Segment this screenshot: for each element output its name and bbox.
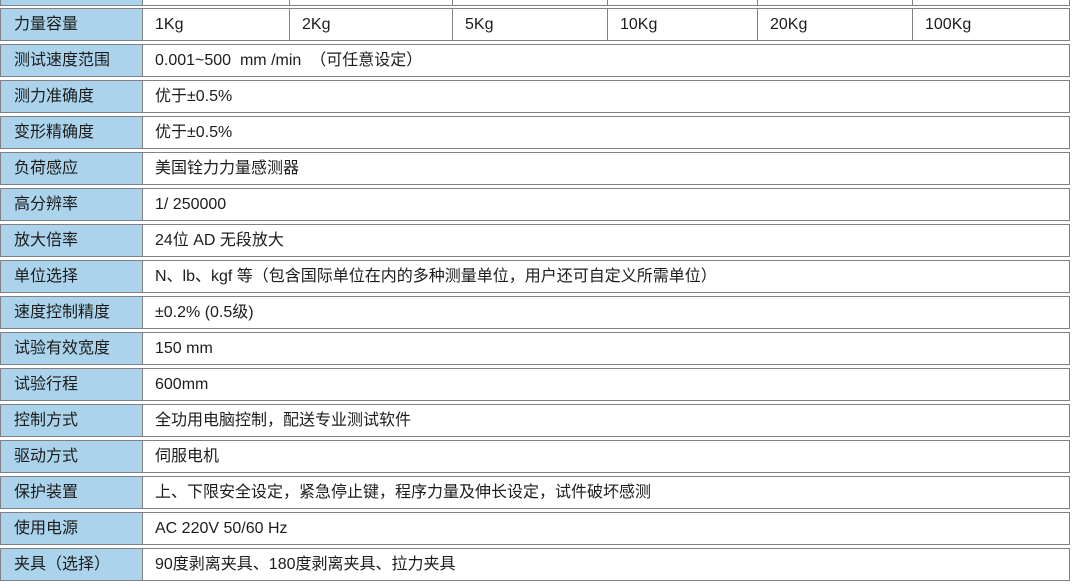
partial-cell: [912, 0, 1070, 6]
row-label: 试验有效宽度: [0, 332, 143, 365]
capacity-value: 20Kg: [757, 8, 913, 41]
partial-cell: [757, 0, 913, 6]
table-row: 测试速度范围 0.001~500 mm /min （可任意设定）: [0, 44, 1070, 77]
partial-label-cell: [0, 0, 143, 6]
row-value: 上、下限安全设定，紧急停止键，程序力量及伸长设定，试件破坏感测: [142, 476, 1070, 509]
capacity-value: 10Kg: [607, 8, 758, 41]
row-value: 24位 AD 无段放大: [142, 224, 1070, 257]
row-value: 伺服电机: [142, 440, 1070, 473]
row-label: 力量容量: [0, 8, 143, 41]
row-value: AC 220V 50/60 Hz: [142, 512, 1070, 545]
row-value: 150 mm: [142, 332, 1070, 365]
row-value: 90度剥离夹具、180度剥离夹具、拉力夹具: [142, 548, 1070, 581]
table-row: 负荷感应 美国铨力力量感测器: [0, 152, 1070, 185]
row-label: 放大倍率: [0, 224, 143, 257]
row-label: 保护装置: [0, 476, 143, 509]
table-row: 测力准确度 优于±0.5%: [0, 80, 1070, 113]
partial-cell: [607, 0, 758, 6]
table-row: 速度控制精度 ±0.2% (0.5级): [0, 296, 1070, 329]
row-label: 夹具（选择）: [0, 548, 143, 581]
row-value: N、lb、kgf 等（包含国际单位在内的多种测量单位，用户还可自定义所需单位）: [142, 260, 1070, 293]
table-row: 试验行程 600mm: [0, 368, 1070, 401]
capacity-value: 1Kg: [142, 8, 290, 41]
table-row-capacity: 力量容量 1Kg 2Kg 5Kg 10Kg 20Kg 100Kg: [0, 8, 1070, 41]
capacity-value: 2Kg: [289, 8, 453, 41]
row-label: 试验行程: [0, 368, 143, 401]
row-label: 测力准确度: [0, 80, 143, 113]
table-row: 放大倍率 24位 AD 无段放大: [0, 224, 1070, 257]
row-label: 负荷感应: [0, 152, 143, 185]
row-label: 速度控制精度: [0, 296, 143, 329]
row-value: 美国铨力力量感测器: [142, 152, 1070, 185]
row-value: 优于±0.5%: [142, 80, 1070, 113]
capacity-value: 5Kg: [452, 8, 608, 41]
row-value: 600mm: [142, 368, 1070, 401]
row-label: 测试速度范围: [0, 44, 143, 77]
partial-cell: [452, 0, 608, 6]
partial-cell: [142, 0, 290, 6]
row-value: 1/ 250000: [142, 188, 1070, 221]
table-row: 驱动方式 伺服电机: [0, 440, 1070, 473]
table-row: 控制方式 全功用电脑控制，配送专业测试软件: [0, 404, 1070, 437]
row-label: 单位选择: [0, 260, 143, 293]
row-label: 控制方式: [0, 404, 143, 437]
table-row: 高分辨率 1/ 250000: [0, 188, 1070, 221]
row-label: 高分辨率: [0, 188, 143, 221]
table-row: 保护装置 上、下限安全设定，紧急停止键，程序力量及伸长设定，试件破坏感测: [0, 476, 1070, 509]
row-label: 变形精确度: [0, 116, 143, 149]
table-row: 试验有效宽度 150 mm: [0, 332, 1070, 365]
table-row-partial: [0, 0, 1070, 6]
row-label: 驱动方式: [0, 440, 143, 473]
table-row: 变形精确度 优于±0.5%: [0, 116, 1070, 149]
partial-cell: [289, 0, 453, 6]
table-row: 夹具（选择） 90度剥离夹具、180度剥离夹具、拉力夹具: [0, 548, 1070, 581]
row-value: 0.001~500 mm /min （可任意设定）: [142, 44, 1070, 77]
row-value: 全功用电脑控制，配送专业测试软件: [142, 404, 1070, 437]
row-value: 优于±0.5%: [142, 116, 1070, 149]
capacity-value: 100Kg: [912, 8, 1070, 41]
row-value: ±0.2% (0.5级): [142, 296, 1070, 329]
table-row: 单位选择 N、lb、kgf 等（包含国际单位在内的多种测量单位，用户还可自定义所…: [0, 260, 1070, 293]
row-label: 使用电源: [0, 512, 143, 545]
table-row: 使用电源 AC 220V 50/60 Hz: [0, 512, 1070, 545]
